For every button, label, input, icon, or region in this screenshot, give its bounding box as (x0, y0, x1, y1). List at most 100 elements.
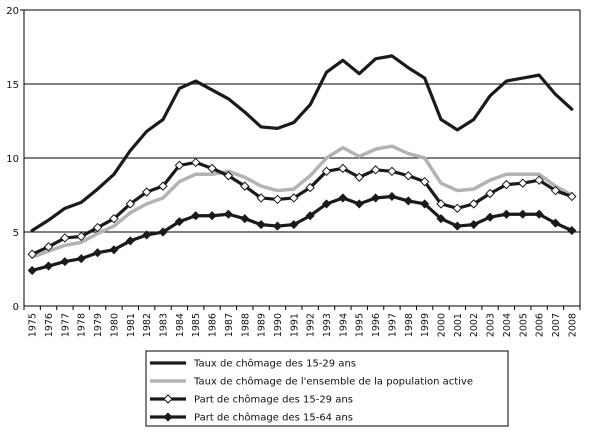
x-tick-label: 1977 (60, 313, 71, 337)
data-point (158, 227, 168, 237)
data-point (534, 175, 544, 185)
data-point (387, 166, 397, 177)
x-tick-label: 2007 (551, 313, 562, 337)
data-point (354, 199, 364, 209)
legend-label: Part de chômage des 15-64 ans (194, 412, 353, 424)
data-point (60, 257, 70, 267)
x-tick-label: 2003 (486, 313, 497, 337)
x-axis-ticks: 1975 1976 1977 1978 1979 1980 1981 1982 1983 1984… (28, 313, 579, 337)
legend-label: Taux de chômage des 15-29 ans (193, 358, 356, 370)
data-point (567, 191, 577, 202)
data-point (76, 254, 86, 264)
data-point (174, 160, 185, 171)
data-point (191, 211, 201, 221)
series-line (30, 144, 574, 259)
data-point (256, 193, 266, 203)
x-tick-label: 1983 (159, 313, 170, 337)
x-tick-label: 2001 (453, 313, 464, 337)
x-tick-label: 1994 (338, 313, 349, 337)
x-tick-label: 1998 (404, 313, 415, 337)
data-point (338, 163, 348, 174)
data-point (338, 193, 348, 203)
data-point (321, 166, 332, 177)
series-1 (30, 54, 574, 233)
x-tick-label: 1992 (306, 313, 317, 337)
data-point (272, 221, 283, 231)
data-point (371, 193, 381, 203)
data-point (567, 225, 577, 236)
legend-box (145, 350, 509, 427)
data-point (534, 209, 544, 219)
data-point (240, 214, 250, 224)
data-point (403, 196, 413, 206)
data-point (27, 249, 37, 259)
data-point (485, 212, 495, 222)
x-tick-label: 1988 (240, 313, 251, 337)
data-point (109, 213, 119, 224)
series-3 (27, 157, 577, 259)
data-point (92, 222, 103, 233)
y-tick-label: 15 (6, 80, 19, 91)
data-point (518, 209, 528, 219)
series-lines (27, 54, 577, 276)
data-point (403, 171, 414, 181)
data-point (419, 176, 430, 187)
y-tick-label: 5 (13, 228, 19, 239)
data-point (207, 163, 217, 174)
data-point (76, 231, 86, 242)
x-tick-label: 1984 (175, 313, 186, 337)
data-point (27, 265, 37, 276)
x-tick-label: 1990 (273, 313, 284, 337)
data-point (43, 242, 54, 252)
legend-entry: Taux de chômage de l'ensemble de la popu… (150, 376, 473, 388)
data-point (550, 185, 561, 196)
data-point (550, 218, 561, 228)
legend-entry: Part de chômage des 15-64 ans (150, 412, 353, 424)
x-tick-label: 1991 (289, 313, 300, 337)
x-tick-label: 1987 (224, 313, 235, 337)
data-point (43, 261, 54, 271)
data-point (321, 199, 332, 209)
data-point (469, 220, 479, 230)
data-point (436, 214, 446, 224)
data-point (240, 181, 250, 191)
legend-label: Taux de chômage de l'ensemble de la popu… (193, 376, 473, 388)
x-tick-label: 1996 (371, 313, 382, 337)
data-point (109, 245, 119, 255)
data-point (436, 199, 446, 209)
x-tick-label: 2006 (535, 313, 546, 337)
data-point (289, 220, 299, 230)
data-point (190, 157, 201, 168)
data-point (518, 178, 528, 188)
y-tick-label: 20 (6, 6, 19, 17)
data-point (501, 209, 511, 219)
data-point (305, 182, 315, 193)
x-tick-label: 1995 (355, 313, 366, 337)
data-point (142, 230, 152, 240)
legend: Taux de chômage des 15-29 ans Taux de chô… (145, 350, 509, 427)
data-point (256, 220, 266, 230)
data-point (501, 179, 512, 190)
x-tick-label: 1997 (387, 313, 398, 337)
series-4 (27, 191, 577, 276)
series-line (30, 160, 574, 256)
data-point (158, 181, 168, 191)
legend-entry: Taux de chômage des 15-29 ans (150, 358, 356, 370)
x-tick-label: 2002 (469, 313, 480, 337)
x-tick-label: 2000 (437, 313, 448, 337)
x-tick-label: 1979 (93, 313, 104, 337)
y-axis-ticks: 0 5 10 15 20 (6, 6, 19, 313)
x-tick-label: 2008 (567, 313, 578, 337)
data-point (354, 172, 364, 182)
data-point (468, 199, 479, 209)
data-point (452, 221, 462, 231)
data-point (174, 217, 184, 227)
x-tick-label: 1985 (191, 313, 202, 337)
data-point (207, 211, 217, 221)
x-tick-label: 1982 (142, 313, 153, 337)
data-point (452, 203, 463, 214)
data-point (125, 236, 135, 246)
series-line (30, 54, 574, 233)
y-tick-label: 10 (6, 154, 19, 165)
data-point (387, 191, 397, 202)
